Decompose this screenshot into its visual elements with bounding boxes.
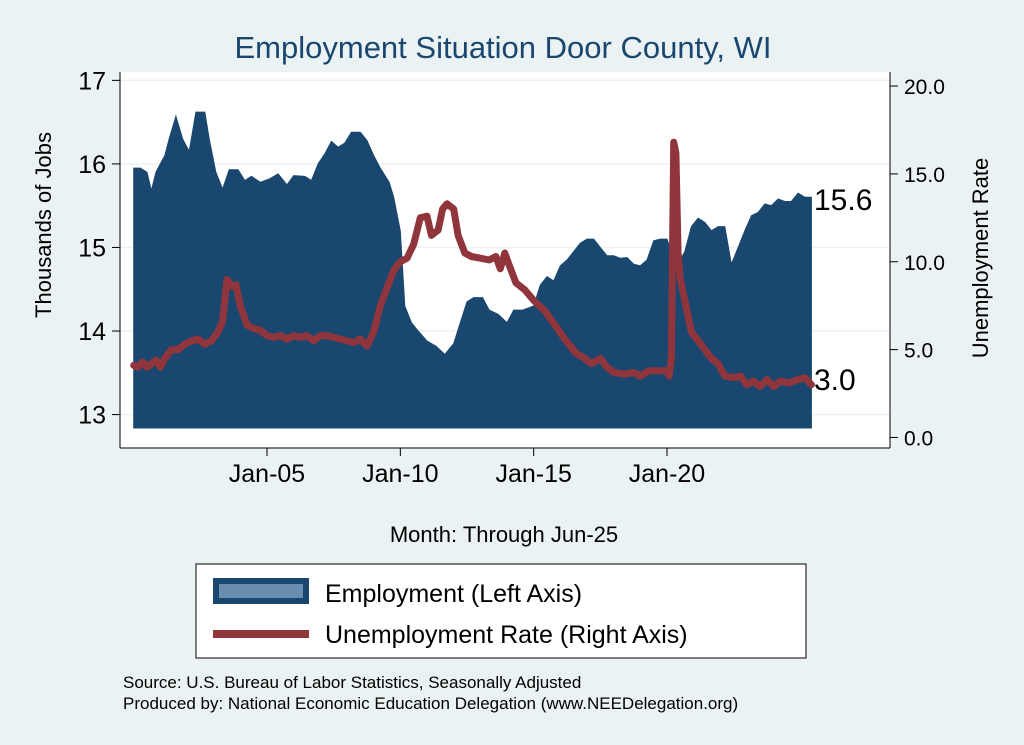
right-tick-label: 0.0	[904, 427, 933, 450]
right-tick-label: 20.0	[904, 76, 945, 99]
x-tick-label: Jan-05	[229, 460, 305, 488]
legend-swatch-employment-inner	[219, 584, 303, 598]
unemployment-line	[130, 138, 815, 390]
chart-title: Employment Situation Door County, WI	[235, 30, 772, 65]
right-axis-label: Unemployment Rate	[968, 158, 993, 359]
employment-end-label: 15.6	[814, 184, 872, 217]
employment-area-layer	[133, 111, 812, 429]
right-tick-label: 5.0	[904, 340, 933, 363]
left-tick-label: 13	[78, 402, 106, 430]
legend-label-unemployment: Unemployment Rate (Right Axis)	[325, 621, 688, 649]
left-tick-label: 17	[78, 67, 106, 95]
x-axis-ticks: Jan-05 Jan-10 Jan-15 Jan-20	[229, 448, 705, 488]
unemployment-line-layer	[130, 138, 815, 390]
left-tick-label: 14	[78, 318, 106, 346]
producer-note: Produced by: National Economic Education…	[123, 694, 738, 713]
left-tick-label: 15	[78, 234, 106, 262]
employment-area	[133, 111, 812, 429]
source-note: Source: U.S. Bureau of Labor Statistics,…	[123, 673, 581, 692]
x-tick-label: Jan-15	[495, 460, 571, 488]
x-axis-label: Month: Through Jun-25	[390, 522, 618, 547]
left-axis-ticks: 13 14 15 16 17	[78, 67, 120, 430]
legend: Employment (Left Axis) Unemployment Rate…	[195, 563, 807, 659]
x-tick-label: Jan-10	[362, 460, 438, 488]
right-axis-ticks: 0.0 5.0 10.0 15.0 20.0	[890, 76, 945, 450]
unemployment-end-label: 3.0	[814, 364, 856, 397]
x-tick-label: Jan-20	[629, 460, 705, 488]
right-tick-label: 15.0	[904, 164, 945, 187]
left-axis-label: Thousands of Jobs	[31, 132, 56, 318]
legend-label-employment: Employment (Left Axis)	[325, 580, 582, 608]
right-tick-label: 10.0	[904, 252, 945, 275]
left-tick-label: 16	[78, 151, 106, 179]
